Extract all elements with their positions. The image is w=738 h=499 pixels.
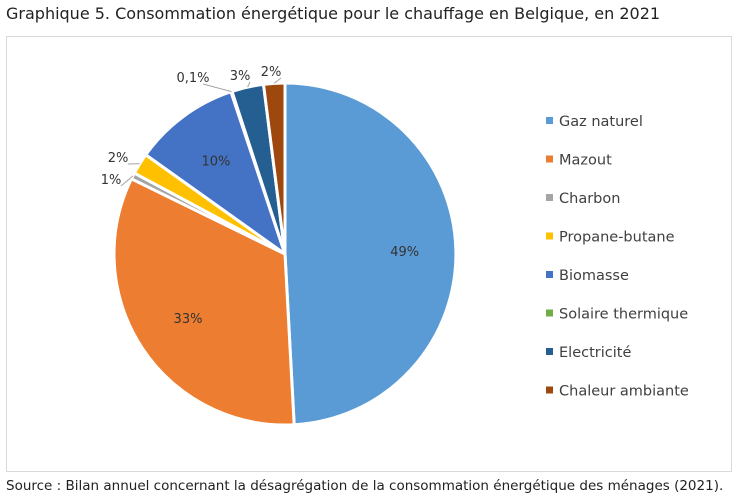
legend: Gaz naturel Mazout Charbon Propane-butane Bi… — [546, 114, 689, 400]
legend-label-mazout: Mazout — [559, 153, 612, 169]
slice-label-gaz-naturel: 49% — [390, 245, 419, 260]
legend-label-propane-butane: Propane-butane — [559, 230, 675, 246]
legend-swatch-chaleur-ambiante — [546, 386, 553, 394]
legend-swatch-electricite — [546, 348, 553, 355]
pie-slice-biomasse — [144, 90, 287, 256]
chart-title: Graphique 5. Consommation énergétique po… — [6, 4, 661, 23]
legend-swatch-mazout — [546, 155, 553, 163]
slice-label-propane-butane: 2% — [108, 151, 129, 166]
legend-swatch-charbon — [546, 194, 553, 201]
legend-label-gaz-naturel: Gaz naturel — [559, 114, 643, 130]
legend-swatch-propane-butane — [546, 232, 553, 240]
legend-label-solaire-thermique: Solaire thermique — [559, 307, 688, 323]
leader-line-solaire-thermique — [202, 83, 232, 93]
legend-label-biomasse: Biomasse — [559, 268, 629, 284]
pie-slice-chaleur-ambiante — [262, 81, 287, 256]
legend-swatch-gaz-naturel — [546, 117, 553, 124]
legend-swatch-biomasse — [546, 271, 553, 278]
chart-source: Source : Bilan annuel concernant la désa… — [6, 478, 724, 494]
legend-label-chaleur-ambiante: Chaleur ambiante — [559, 384, 689, 400]
leader-line-electricite — [247, 81, 251, 88]
slice-label-electricite: 3% — [230, 69, 251, 84]
legend-label-charbon: Charbon — [559, 191, 620, 207]
pie-slice-mazout — [112, 177, 296, 427]
slice-label-chaleur-ambiante: 2% — [261, 65, 282, 80]
chart-frame — [6, 36, 732, 472]
legend-swatch-solaire-thermique — [546, 309, 553, 317]
slice-label-mazout: 33% — [174, 312, 203, 327]
slice-label-charbon: 1% — [101, 173, 122, 188]
legend-label-electricite: Electricité — [559, 345, 631, 361]
slice-label-solaire-thermique: 0,1% — [176, 71, 209, 86]
leader-line-charbon — [120, 175, 134, 187]
slice-labels: 49% 33% 1% 2% 10% 0,1% 3% 2% — [101, 65, 419, 327]
leader-line-chaleur-ambiante — [273, 77, 282, 84]
pie-slices — [112, 81, 458, 427]
pie-slice-gaz-naturel — [283, 81, 458, 427]
slice-label-biomasse: 10% — [201, 155, 230, 170]
